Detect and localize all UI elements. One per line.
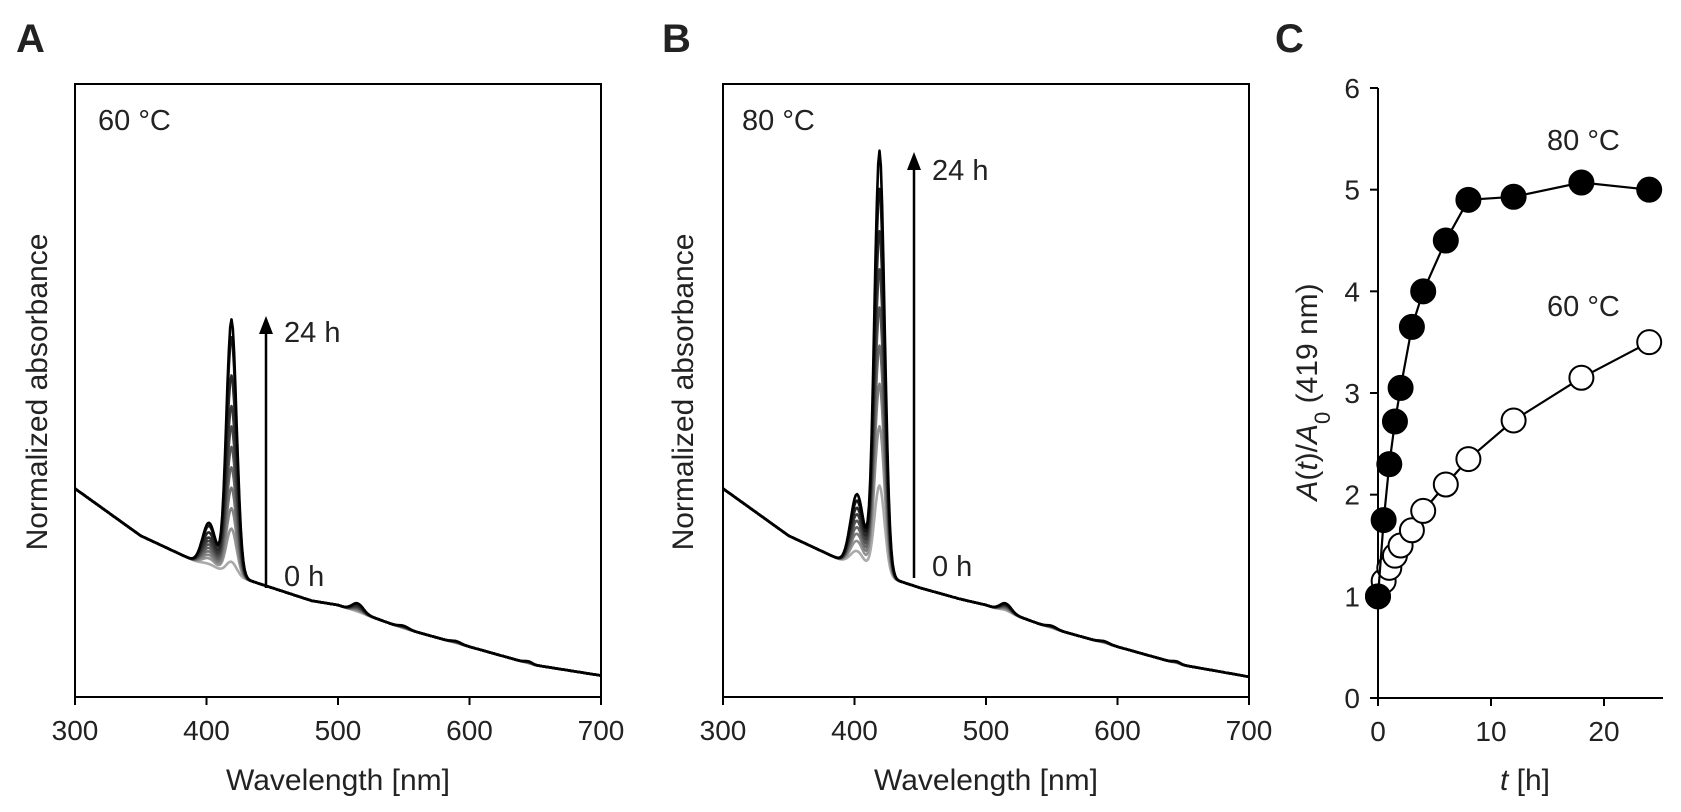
panel-a-x-ticks: 300 400 500 600 700 [52,697,625,746]
panel-c-series-80-point [1370,507,1397,534]
panel-c-y-tick-label: 3 [1344,378,1360,409]
panel-b-x-tick-label: 300 [700,715,747,746]
panel-c-ticks: 0 1 2 3 4 5 6 0 10 20 [1344,73,1619,747]
panel-a-x-tick-label: 400 [183,715,230,746]
panel-c-x-tick-label: 0 [1370,716,1386,747]
panel-a-spectrum-line-9 [74,336,602,677]
panel-b-arrow-label-0h: 0 h [932,551,972,583]
panel-c-x-tick-label: 10 [1475,716,1506,747]
panel-a-spectrum-line-6 [74,425,602,677]
panel-a-spectrum-line-5 [74,445,602,677]
panel-a-spectra: 300 400 500 600 700 60 °C 24 h 0 h Wavelengt… [21,83,625,797]
panel-b-x-tick-label: 600 [1094,715,1141,746]
panel-a-spectrum-line-10 [74,318,602,677]
panel-c-series-80-point [1365,583,1391,610]
panel-a-x-tick-label: 700 [578,715,625,746]
panel-c-series-label-60: 60 °C [1547,291,1620,323]
panel-letter-b: B [662,17,691,61]
panel-c-series [1365,169,1663,610]
panel-a-x-axis-title: Wavelength [nm] [226,764,450,797]
panel-c-y-tick-label: 1 [1344,581,1360,612]
panel-a-spectrum-line-0 [74,487,602,677]
panel-b-spectrum-line-5 [722,268,1250,679]
panel-a-arrow-label-0h: 0 h [284,561,324,593]
panel-a-temperature-label: 60 °C [98,105,171,137]
panel-c-y-axis-title: A(t)/A0 (419 nm) [1291,283,1335,502]
panel-b-x-tick-label: 700 [1226,715,1273,746]
panel-b-spectrum-line-6 [722,230,1250,679]
panel-c-x-title-unit: [h] [1508,764,1550,797]
panel-b-spectrum-line-2 [722,382,1250,679]
panel-c-y-title-a2: A [1291,424,1324,446]
panel-c-y-title-t: t [1291,461,1324,471]
panel-a-spectrum-line-8 [74,374,602,677]
panel-c-y-tick-label: 0 [1344,683,1360,714]
panel-c-series-60-point [1500,407,1527,434]
panel-c-y-title-p2: )/ [1291,443,1324,462]
panel-c-x-tick-label: 20 [1588,716,1619,747]
panel-c-y-title-rest: (419 nm) [1291,283,1324,411]
panel-c-series-60-point [1410,497,1437,524]
panel-c-series-60-point [1636,329,1663,356]
panel-a-spectrum-line-3 [74,486,602,677]
panel-c-series-60-point [1432,471,1459,498]
panel-a-arrow-head [259,316,273,334]
panel-b-x-axis-title: Wavelength [nm] [874,764,1098,797]
panel-c-series-80-point [1410,278,1437,305]
panel-c-series-80-point [1636,176,1663,203]
panel-b-temperature-label: 80 °C [742,105,815,137]
panel-a-spectrum-line-4 [74,466,602,677]
panel-c-series-80-point [1432,227,1459,254]
panel-c-series-80-point [1568,169,1595,196]
panel-c-y-tick-label: 6 [1344,73,1360,104]
panel-c-series-80-point [1398,313,1425,340]
panel-b-spectrum-line-7 [722,187,1250,679]
panel-c-y-tick-label: 2 [1344,480,1360,511]
panel-c-series-80-point [1500,183,1527,210]
panel-c-series-60-point [1455,446,1482,473]
panel-c-series-60-line [1376,341,1650,597]
panel-b-spectra: 300 400 500 600 700 80 °C 24 h 0 h Wavelengt… [667,83,1273,797]
panel-b-spectrum-line-1 [722,424,1250,679]
panel-b-spectrum-line-0 [722,484,1250,679]
panel-b-y-axis-title: Normalized absorbance [667,234,700,551]
panel-c-series-60-point [1568,364,1595,391]
panel-c-series-label-80: 80 °C [1547,125,1620,157]
panel-b-x-tick-label: 500 [963,715,1010,746]
panel-a-spectrum-line-1 [74,487,602,677]
panel-b-arrow-head [907,152,921,170]
panel-c-series-80-point [1381,408,1408,435]
panel-a-spectrum-line-2 [74,487,602,677]
panel-a-spectra-lines [74,318,602,677]
panel-c-y-tick-label: 5 [1344,175,1360,206]
panel-letter-c: C [1275,17,1304,61]
panel-c-y-title-p1: ( [1291,471,1324,481]
panel-a-x-tick-label: 500 [315,715,362,746]
panel-b-spectrum-line-8 [722,149,1250,679]
panel-b-x-ticks: 300 400 500 600 700 [700,697,1273,746]
panel-b-spectrum-line-3 [722,344,1250,679]
panel-a-arrow-label-24h: 24 h [284,317,340,349]
panel-c-x-axis-title: t [h] [1500,764,1550,797]
panel-c-series-80-point [1387,374,1414,401]
panel-b-x-tick-label: 400 [831,715,878,746]
panel-c-y-title-sub: 0 [1310,412,1335,424]
panel-a-y-axis-title: Normalized absorbance [21,234,54,551]
panel-b-spectrum-line-4 [722,306,1250,679]
panel-c-series-80-point [1455,186,1482,213]
panel-a-x-tick-label: 600 [446,715,493,746]
panel-c-series-60-point [1398,517,1425,544]
panel-letter-a: A [16,17,45,61]
panel-c-y-title-a1: A [1291,481,1324,503]
panel-b-spectra-lines [722,149,1250,679]
panel-c-x-title-var: t [1500,764,1510,797]
panel-c-y-tick-label: 4 [1344,276,1360,307]
panel-a-x-tick-label: 300 [52,715,99,746]
panel-c-series-80-point [1376,451,1403,478]
panel-b-arrow-label-24h: 24 h [932,155,988,187]
